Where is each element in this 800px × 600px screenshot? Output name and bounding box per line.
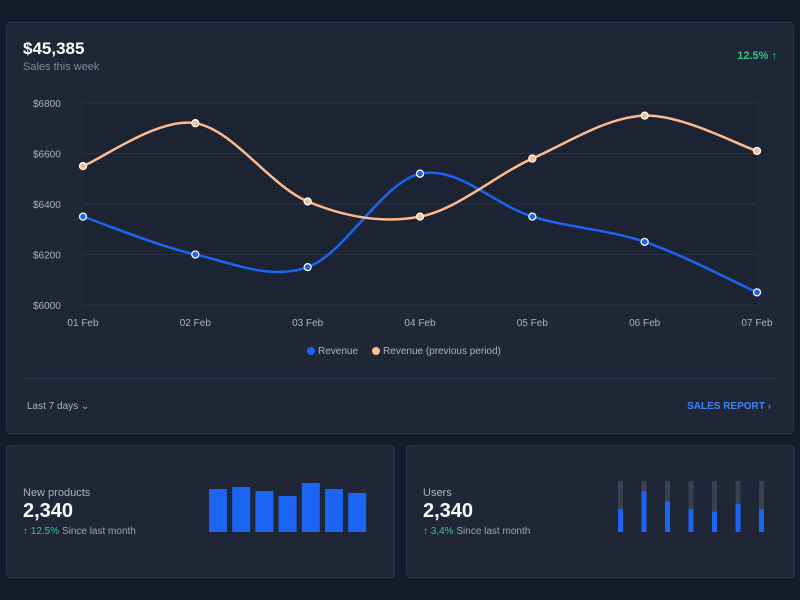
bar: [301, 483, 320, 532]
bar-track: [712, 481, 717, 532]
data-point: [528, 212, 537, 221]
legend-dot: [307, 347, 315, 355]
bar: [735, 503, 741, 532]
users-value: 2,340: [423, 500, 474, 522]
data-point: [752, 288, 762, 297]
bar: [325, 489, 343, 532]
trend-since: Since last month: [61, 526, 136, 537]
y-tick-label: $6000: [33, 301, 61, 312]
line-chart: $6000 $6200 $6400 $6600 $6800 01 Feb 02 Feb 03 …: [33, 99, 773, 329]
users-trend: ↑ 3,4% Since last month: [423, 526, 530, 537]
chart-legend: Revenue Revenue (previous period): [307, 346, 501, 357]
x-tick-label: 01 Feb: [67, 318, 99, 329]
bar: [665, 501, 670, 532]
bar-track: [759, 481, 764, 532]
chevron-down-icon: ⌄: [80, 401, 90, 412]
data-point: [528, 154, 537, 163]
data-point: [415, 212, 425, 221]
x-tick-label: 05 Feb: [517, 318, 549, 329]
bar: [209, 489, 227, 532]
new-products-value: 2,340: [23, 500, 74, 522]
y-tick-label: $6600: [33, 150, 61, 161]
trend-change: ↑ 3,4%: [423, 526, 454, 537]
chevron-right-icon: ›: [767, 401, 771, 412]
data-point: [78, 212, 88, 221]
y-tick-label: $6800: [33, 99, 61, 110]
users-card: Users 2,340 ↑ 3,4% Since last month: [406, 445, 795, 578]
bar: [641, 491, 647, 532]
bar-track: [618, 481, 623, 532]
date-range-dropdown[interactable]: Last 7 days ⌄: [27, 401, 89, 412]
bar: [278, 496, 297, 532]
x-tick-label: 07 Feb: [741, 318, 773, 329]
legend-previous[interactable]: Revenue (previous period): [372, 346, 501, 357]
sales-change-value: 12.5%: [737, 50, 769, 62]
data-point: [303, 262, 312, 272]
data-point: [303, 197, 312, 206]
sales-card: $45,385 Sales this week 12.5% ↑ $6000 $62…: [6, 22, 794, 434]
new-products-label: New products: [23, 487, 91, 499]
data-point: [640, 111, 649, 120]
data-point: [191, 250, 200, 259]
bar: [348, 493, 367, 532]
x-tick-label: 04 Feb: [404, 318, 436, 329]
sales-change: 12.5% ↑: [737, 50, 777, 62]
sales-report-link[interactable]: SALES REPORT ›: [687, 401, 771, 412]
bar: [255, 491, 274, 532]
sales-subtitle: Sales this week: [23, 61, 100, 73]
data-point: [640, 237, 649, 247]
legend-dot: [372, 347, 381, 355]
trend-since: Since last month: [456, 526, 531, 537]
new-products-bar-chart: [209, 483, 367, 532]
data-point: [78, 161, 88, 171]
x-tick-label: 06 Feb: [629, 318, 661, 329]
users-bar-chart: [618, 481, 764, 532]
legend-label: Revenue (previous period): [383, 346, 501, 357]
data-point: [415, 169, 425, 178]
bar: [618, 509, 623, 532]
bar-track: [688, 481, 694, 532]
trend-change: ↑ 12.5%: [23, 526, 60, 537]
y-tick-label: $6400: [33, 200, 61, 211]
y-tick-label: $6200: [33, 251, 61, 262]
data-point: [752, 146, 762, 156]
users-label: Users: [423, 487, 452, 499]
sales-total: $45,385: [23, 39, 85, 58]
new-products-card: New products 2,340 ↑ 12.5% Since last mo…: [6, 445, 395, 578]
divider: [23, 378, 777, 379]
arrow-up-icon: ↑: [771, 50, 778, 62]
legend-label: Revenue: [318, 346, 359, 357]
x-tick-label: 03 Feb: [292, 318, 324, 329]
x-tick-label: 02 Feb: [180, 318, 212, 329]
bar: [759, 509, 764, 532]
sales-report-label: SALES REPORT: [687, 401, 765, 412]
data-point: [191, 119, 200, 128]
new-products-trend: ↑ 12.5% Since last month: [23, 526, 136, 537]
bar: [688, 509, 694, 532]
bar: [232, 487, 251, 532]
date-range-label: Last 7 days: [27, 401, 79, 412]
legend-revenue[interactable]: Revenue: [307, 346, 358, 357]
bar: [712, 511, 717, 532]
